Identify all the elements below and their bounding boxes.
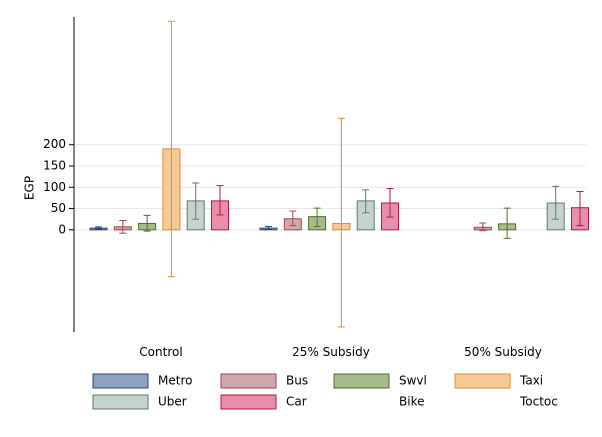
y-tick-label: 150 <box>43 158 66 172</box>
bars <box>89 20 589 328</box>
legend-label-taxi: Taxi <box>519 374 543 388</box>
legend-entries: Metro Bus Swvl Taxi Uber Car Bike Toctoc <box>92 373 558 410</box>
legend-swatch-swvl <box>333 373 390 389</box>
legend-label-bike: Bike <box>399 395 424 409</box>
y-axis-ticks: 0 50 100 150 200 <box>43 137 74 236</box>
legend-label-toctoc: Toctoc <box>519 395 558 409</box>
y-axis-title: EGP <box>23 176 37 200</box>
y-tick-label: 100 <box>43 180 66 194</box>
legend-label-bus: Bus <box>286 374 308 388</box>
y-tick-label: 0 <box>58 222 66 236</box>
legend-swatch-taxi <box>454 373 511 389</box>
x-category-label: Control <box>139 345 182 359</box>
legend-label-swvl: Swvl <box>399 374 427 388</box>
legend-label-car: Car <box>286 395 307 409</box>
legend-swatch-metro <box>92 373 149 389</box>
x-category-label: 50% Subsidy <box>464 345 542 359</box>
legend-swatch-car <box>220 394 277 410</box>
y-tick-label: 50 <box>51 201 66 215</box>
legend-swatch-bus <box>220 373 277 389</box>
x-category-label: 25% Subsidy <box>292 345 370 359</box>
gridlines <box>74 144 586 231</box>
x-axis-categories: Control 25% Subsidy 50% Subsidy <box>139 345 542 359</box>
legend-label-uber: Uber <box>158 395 187 409</box>
y-tick-label: 200 <box>43 137 66 151</box>
legend-label-metro: Metro <box>158 374 192 388</box>
legend-swatch-uber <box>92 394 149 410</box>
